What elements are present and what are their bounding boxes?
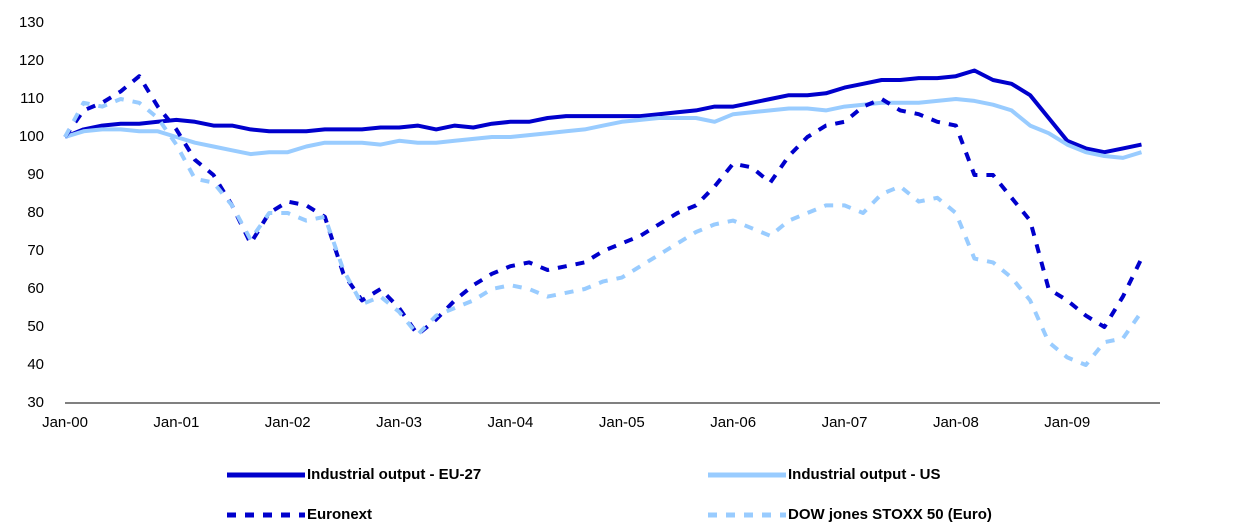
- x-tick-label: Jan-08: [933, 414, 979, 431]
- y-tick-label: 80: [27, 204, 44, 221]
- x-tick-label: Jan-06: [710, 414, 756, 431]
- x-tick-label: Jan-09: [1044, 414, 1090, 431]
- y-tick-label: 30: [27, 394, 44, 411]
- series-line: [63, 74, 1144, 337]
- x-tick-label: Jan-03: [376, 414, 422, 431]
- y-tick-label: 90: [27, 166, 44, 183]
- series-line: [64, 97, 1143, 160]
- y-tick-label: 100: [19, 128, 44, 145]
- x-tick-label: Jan-01: [153, 414, 199, 431]
- legend-label: Industrial output - EU-27: [307, 466, 481, 483]
- series-line: [63, 97, 1144, 367]
- x-tick-label: Jan-04: [488, 414, 534, 431]
- x-tick-label: Jan-07: [822, 414, 868, 431]
- y-tick-label: 50: [27, 318, 44, 335]
- y-tick-label: 120: [19, 52, 44, 69]
- x-tick-label: Jan-00: [42, 414, 88, 431]
- y-tick-label: 40: [27, 356, 44, 373]
- y-tick-label: 130: [19, 14, 44, 31]
- legend-label: Euronext: [307, 506, 372, 523]
- x-tick-label: Jan-02: [265, 414, 311, 431]
- x-tick-label: Jan-05: [599, 414, 645, 431]
- legend-label: Industrial output - US: [788, 466, 940, 483]
- y-tick-label: 110: [20, 90, 44, 107]
- legend-label: DOW jones STOXX 50 (Euro): [788, 506, 992, 523]
- y-tick-label: 70: [27, 242, 44, 259]
- y-tick-label: 60: [27, 280, 44, 297]
- series-line: [64, 68, 1142, 155]
